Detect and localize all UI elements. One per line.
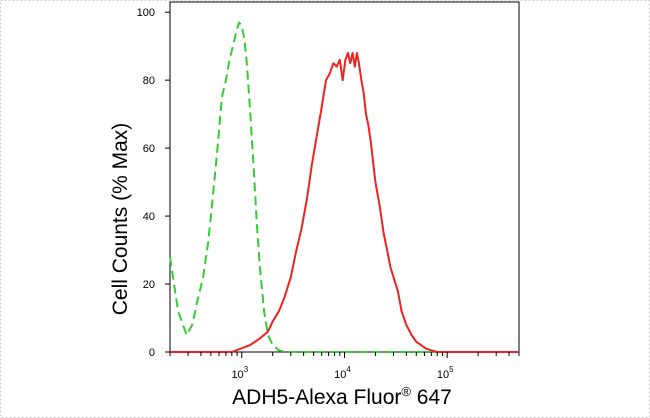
y-axis-title: Cell Counts (% Max) xyxy=(109,123,132,316)
x-axis-ticks: 103 104 105 xyxy=(169,352,520,381)
x-axis-title-suffix: 647 xyxy=(411,386,452,409)
x-tick-label: 103 xyxy=(231,365,248,381)
control-histogram-line xyxy=(169,21,519,353)
y-tick-label: 40 xyxy=(143,211,155,223)
y-axis-ticks: 0 20 40 60 80 100 xyxy=(137,7,170,359)
y-tick-label: 80 xyxy=(143,75,155,87)
y-tick-label: 100 xyxy=(137,7,155,19)
x-tick-label: 105 xyxy=(437,365,454,381)
x-axis-title: ADH5-Alexa Fluor® 647 xyxy=(232,384,452,409)
series-layer xyxy=(169,21,519,353)
y-tick-label: 60 xyxy=(143,143,155,155)
y-tick-label: 20 xyxy=(143,279,155,291)
x-axis-title-main: ADH5-Alexa Fluor xyxy=(232,386,401,409)
plot-frame xyxy=(169,1,520,353)
x-axis-title-superscript: ® xyxy=(401,384,411,399)
y-tick-label: 0 xyxy=(149,347,155,359)
x-tick-label: 104 xyxy=(334,365,351,381)
sample-histogram-line xyxy=(170,52,519,353)
